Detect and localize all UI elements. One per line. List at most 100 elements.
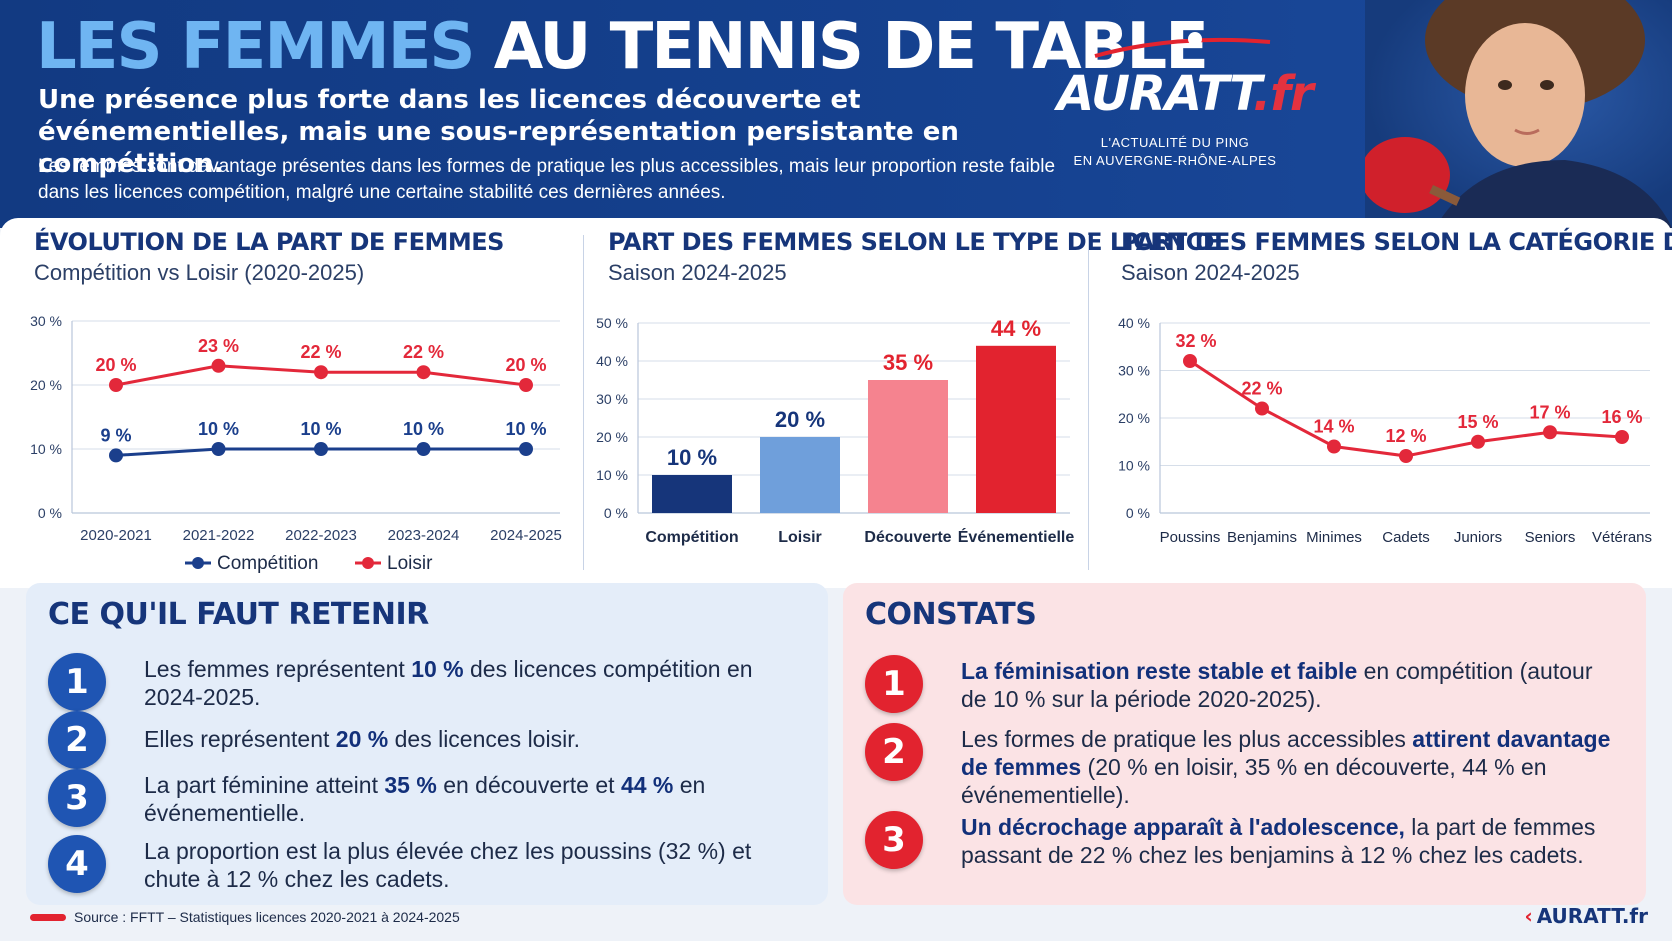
age-y-tick: 20 %: [1118, 410, 1150, 426]
evolution-y-tick: 10 %: [30, 441, 62, 457]
takeaway-text: La proportion est la plus élevée chez le…: [144, 838, 752, 892]
title-part-2: AU TENNIS DE TABLE: [493, 10, 1209, 84]
chart-licence-title: PART DES FEMMES SELON LE TYPE DE LICENCE: [608, 228, 1219, 256]
source-marker: [30, 914, 66, 921]
licence-y-tick: 0 %: [604, 505, 628, 521]
finding-number: 2: [865, 723, 923, 781]
finding-number: 3: [865, 811, 923, 869]
licence-y-tick: 10 %: [596, 467, 628, 483]
title-part-1: LES FEMMES: [36, 10, 475, 84]
age-data-point: [1615, 430, 1629, 444]
age-data-point: [1543, 425, 1557, 440]
logo-wordmark: AURATT.fr: [1057, 66, 1314, 122]
evolution-data-point: [416, 365, 431, 380]
chart-age-plot: 0 % 10 % 20 % 30 % 40 % 32 % Poussins 22 % Benja…: [1118, 315, 1652, 546]
charts-panel: [0, 218, 1672, 588]
evolution-y-tick: 30 %: [30, 313, 62, 329]
evolution-x-tick: 2023-2024: [388, 527, 460, 544]
finding-text: La féminisation reste stable et faible e…: [961, 658, 1593, 712]
legend-swatch-dot: [192, 557, 204, 569]
evolution-data-point: [211, 358, 226, 373]
age-data-point: [1255, 401, 1269, 416]
findings-box: CONSTATS 1 La féminisation reste stable …: [843, 583, 1646, 905]
age-y-tick: 10 %: [1118, 458, 1150, 474]
source-text: Source : FFTT – Statistiques licences 20…: [74, 909, 460, 925]
licence-y-tick: 20 %: [596, 429, 628, 445]
evolution-data-point: [109, 378, 123, 392]
age-data-label: 22 %: [1241, 379, 1282, 399]
chart-divider-2: [1088, 235, 1089, 570]
evolution-data-point: [109, 448, 123, 463]
finding-text: Un décrochage apparaît à l'adolescence, …: [961, 814, 1596, 868]
age-x-tick: Minimes: [1306, 529, 1362, 546]
age-data-label: 32 %: [1175, 331, 1216, 351]
evolution-data-point: [519, 442, 533, 456]
finding-text: Les formes de pratique les plus accessib…: [961, 726, 1611, 808]
chart-age-title: PART DES FEMMES SELON LA CATÉGORIE D'ÂGE: [1121, 228, 1672, 256]
evolution-data-label: 20 %: [505, 355, 546, 375]
player-photo: [1365, 0, 1672, 228]
key-takeaways-title: CE QU'IL FAUT RETENIR: [48, 597, 429, 632]
chart-licence-type: PART DES FEMMES SELON LE TYPE DE LICENCE…: [608, 228, 1219, 578]
header-banner: LES FEMMES AU TENNIS DE TABLE Une présen…: [0, 0, 1672, 228]
evolution-x-tick: 2024-2025: [490, 527, 562, 544]
evolution-data-point: [416, 442, 431, 456]
evolution-data-point: [519, 378, 533, 392]
table-tennis-player-illustration: [1365, 0, 1672, 228]
footer-logo[interactable]: ‹ AURATT.fr: [1524, 904, 1648, 928]
key-takeaways-box: CE QU'IL FAUT RETENIR 1 Les femmes repré…: [26, 583, 828, 905]
age-x-tick: Juniors: [1454, 529, 1502, 546]
logo-tagline-line-1: L'ACTUALITÉ DU PING: [1100, 135, 1250, 150]
age-data-label: 15 %: [1457, 412, 1498, 432]
evolution-x-tick: 2022-2023: [285, 527, 357, 544]
chart-evolution-subtitle: Compétition vs Loisir (2020-2025): [34, 260, 365, 285]
age-x-tick: Vétérans: [1592, 529, 1652, 546]
takeaway-text: Les femmes représentent 10 % des licence…: [144, 656, 753, 710]
licence-y-tick: 30 %: [596, 391, 628, 407]
age-y-tick: 40 %: [1118, 315, 1150, 331]
evolution-data-point: [314, 442, 328, 456]
evolution-data-label: 9 %: [100, 425, 131, 445]
licence-bar-label: 35 %: [883, 350, 933, 375]
auratt-logo[interactable]: AURATT.fr L'ACTUALITÉ DU PING EN AUVERGN…: [1055, 30, 1315, 180]
licence-bar: [868, 380, 948, 513]
evolution-data-point: [314, 365, 328, 380]
evolution-data-label: 10 %: [505, 419, 546, 439]
finding-number: 1: [865, 655, 923, 713]
page-title: LES FEMMES AU TENNIS DE TABLE: [36, 10, 1209, 84]
licence-bar: [976, 345, 1056, 513]
age-data-label: 14 %: [1313, 417, 1354, 437]
chart-evolution-title: ÉVOLUTION DE LA PART DE FEMMES: [34, 228, 504, 256]
logo-swoosh-icon: [1094, 32, 1271, 58]
takeaway-number: 3: [48, 769, 106, 827]
page-intro: Les femmes sont davantage présentes dans…: [38, 156, 1056, 203]
licence-bar: [652, 475, 732, 513]
takeaway-number: 1: [48, 653, 106, 711]
evolution-data-label: 23 %: [198, 336, 239, 356]
licence-x-tick: Compétition: [645, 529, 738, 546]
licence-y-tick: 50 %: [596, 315, 628, 331]
licence-bar-label: 20 %: [775, 407, 825, 432]
chart-divider-1: [583, 235, 584, 570]
chart-evolution-plot: 0 % 10 % 20 % 30 % 2020-2021 2021-2022 2022-20…: [30, 313, 562, 574]
licence-x-tick: Loisir: [778, 529, 822, 546]
footer-logo-text: AURATT.fr: [1536, 904, 1648, 928]
logo-name: AURATT: [1057, 66, 1254, 122]
licence-bar-label: 10 %: [667, 445, 717, 470]
evolution-y-tick: 20 %: [30, 377, 62, 393]
evolution-y-tick: 0 %: [38, 505, 62, 521]
age-x-tick: Benjamins: [1227, 529, 1297, 546]
licence-bar-label: 44 %: [991, 316, 1041, 341]
legend-label: Loisir: [387, 553, 433, 574]
legend-swatch-dot: [362, 557, 374, 569]
age-data-label: 16 %: [1601, 407, 1642, 427]
age-data-label: 17 %: [1529, 402, 1570, 422]
page-subtitle: Une présence plus forte dans les licence…: [38, 85, 959, 179]
logo-suffix: .fr: [1252, 66, 1314, 122]
age-data-point: [1399, 449, 1413, 463]
evolution-data-label: 10 %: [198, 419, 239, 439]
chart-licence-subtitle: Saison 2024-2025: [608, 260, 787, 285]
evolution-x-tick: 2020-2021: [80, 527, 152, 544]
legend-label: Compétition: [217, 553, 318, 574]
licence-x-tick: Événementielle: [958, 527, 1075, 546]
